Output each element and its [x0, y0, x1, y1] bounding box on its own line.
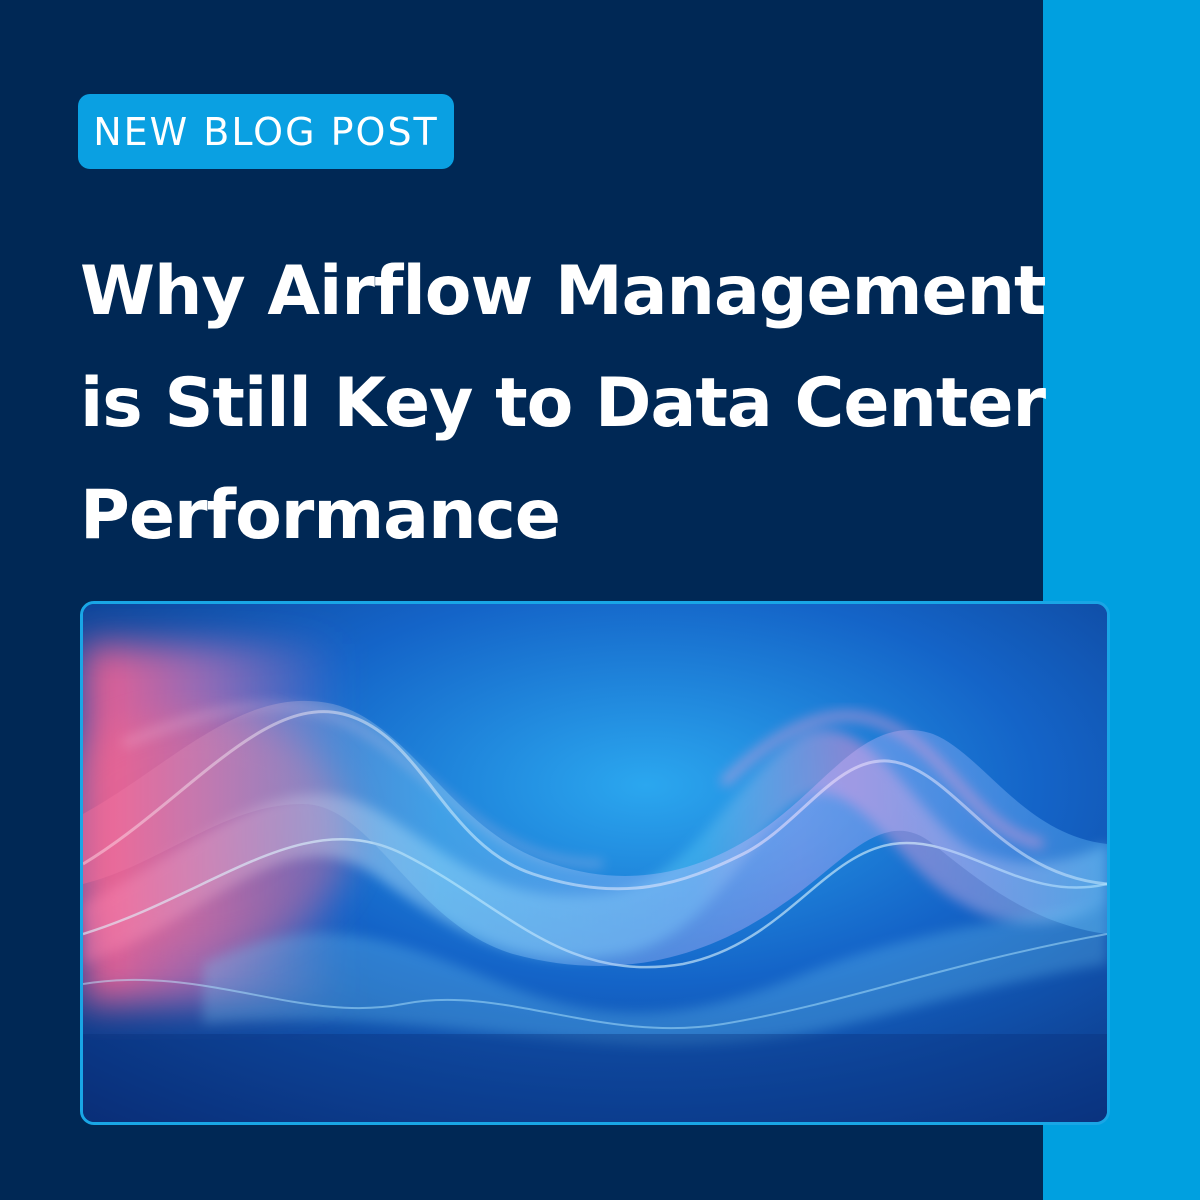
headline: Why Airflow Management is Still Key to D…: [80, 236, 1047, 572]
headline-line-1: Why Airflow Management: [80, 252, 1047, 331]
hero-image: [80, 601, 1110, 1125]
headline-line-2: is Still Key to Data Center: [80, 364, 1046, 443]
airflow-wave-image: [83, 604, 1107, 1122]
new-blog-post-badge: NEW BLOG POST: [78, 94, 454, 169]
badge-label: NEW BLOG POST: [93, 109, 439, 154]
headline-line-3: Performance: [80, 476, 561, 555]
